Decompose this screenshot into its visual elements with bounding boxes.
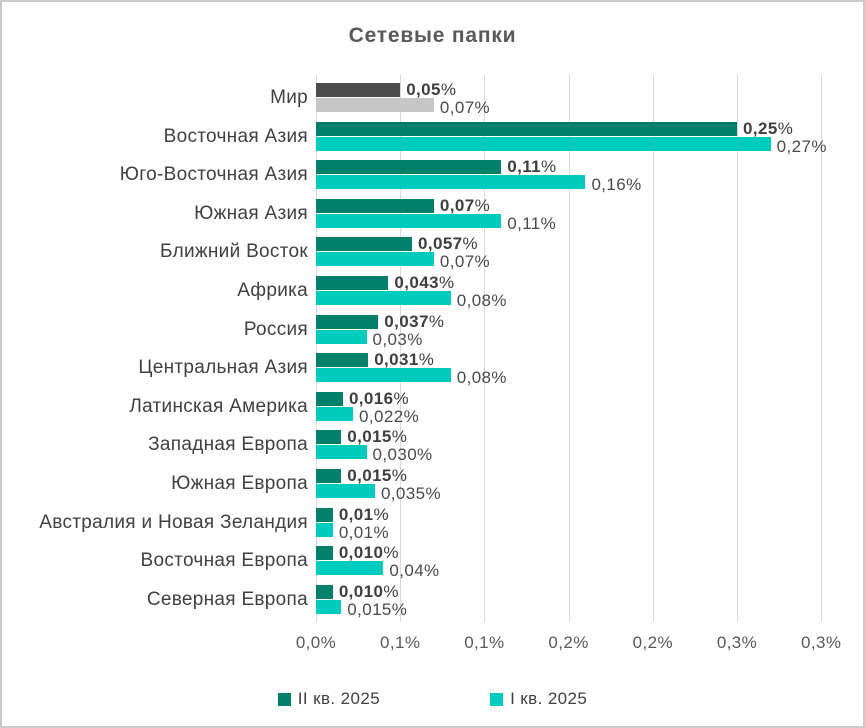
- gridline: [484, 75, 486, 622]
- value-label-q1: 0,04%: [389, 561, 440, 581]
- category-label: Южная Азия: [194, 202, 308, 224]
- value-label-q1: 0,01%: [338, 522, 390, 542]
- category-label: Мир: [270, 87, 308, 108]
- bar-q1-11: [316, 522, 333, 537]
- bar-q2-4: [316, 237, 412, 252]
- bar-q2-3: [316, 198, 434, 213]
- legend-item-q2-2025: II кв. 2025: [277, 689, 381, 709]
- value-label-q2: 0,11%: [507, 157, 557, 177]
- category-label: Центральная Азия: [138, 357, 308, 379]
- bar-q2-1: [316, 121, 737, 136]
- value-label-q1: 0,015%: [347, 599, 408, 619]
- value-label-q2: 0,07%: [439, 195, 491, 215]
- category-label: Восточная Азия: [163, 125, 308, 147]
- chart-title: Сетевые папки: [348, 24, 517, 47]
- value-label-q2: 0,010%: [338, 581, 399, 601]
- bar-q2-9: [316, 430, 342, 445]
- gridline: [737, 75, 738, 622]
- bar-q1-8: [316, 406, 354, 421]
- x-axis-tick-label: 0,0%: [295, 633, 337, 652]
- bar-q1-9: [316, 445, 367, 460]
- bar-q1-4: [316, 252, 434, 267]
- category-label: Западная Европа: [148, 434, 308, 456]
- value-label-q2: 0,037%: [384, 311, 445, 331]
- gridline: [821, 75, 823, 622]
- legend-item-q1-2025: I кв. 2025: [490, 689, 587, 709]
- value-label-q1: 0,27%: [776, 136, 827, 156]
- x-axis-tick-label: 0,2%: [548, 633, 589, 652]
- value-label-q2: 0,05%: [406, 80, 457, 99]
- value-label-q2: 0,043%: [394, 273, 455, 292]
- value-label-q1: 0,07%: [439, 98, 491, 117]
- value-label-q2: 0,25%: [743, 118, 794, 138]
- value-label-q2: 0,031%: [374, 350, 435, 370]
- bar-q2-8: [316, 391, 343, 406]
- x-axis-tick-label: 0,3%: [716, 633, 758, 652]
- value-label-q2: 0,016%: [348, 388, 410, 408]
- category-label: Южная Европа: [171, 473, 308, 494]
- legend-swatch-icon: [490, 692, 504, 706]
- bar-q2-7: [316, 353, 369, 368]
- bar-q1-13: [316, 599, 342, 614]
- value-label-q1: 0,11%: [507, 213, 557, 233]
- legend-swatch-icon: [277, 692, 291, 706]
- value-label-q2: 0,010%: [338, 543, 399, 563]
- value-label-q1: 0,035%: [380, 484, 441, 503]
- value-label-q1: 0,08%: [456, 291, 507, 310]
- x-axis-tick-label: 0,2%: [632, 633, 673, 652]
- bar-q1-3: [316, 213, 502, 228]
- value-label-q1: 0,03%: [372, 329, 423, 349]
- bar-q2-10: [316, 469, 342, 483]
- value-label-q1: 0,16%: [591, 175, 642, 195]
- x-axis-tick-label: 0,3%: [801, 633, 842, 652]
- bar-q2-0: [316, 83, 401, 97]
- x-axis-tick-label: 0,1%: [464, 633, 505, 652]
- category-label: Северная Европа: [146, 588, 308, 610]
- bar-q1-1: [316, 136, 771, 151]
- plot-area: [316, 75, 823, 622]
- gridline: [316, 75, 317, 622]
- bar-q1-12: [316, 561, 384, 576]
- value-label-q2: 0,057%: [417, 234, 479, 254]
- bar-q1-6: [316, 329, 367, 344]
- gridline: [568, 75, 570, 622]
- value-label-q1: 0,08%: [456, 368, 507, 388]
- bar-q2-13: [316, 584, 333, 599]
- value-label-q1: 0,07%: [439, 252, 491, 272]
- bar-q2-2: [316, 160, 502, 175]
- category-label: Латинская Америка: [129, 395, 308, 417]
- value-label-q1: 0,030%: [372, 445, 433, 465]
- bar-q1-0: [316, 98, 434, 112]
- category-label: Россия: [243, 318, 308, 340]
- bar-q2-5: [316, 276, 389, 290]
- bar-q1-5: [316, 291, 451, 305]
- gridline: [400, 75, 402, 622]
- category-label: Австралия и Новая Зеландия: [39, 511, 308, 533]
- gridline: [652, 75, 654, 622]
- legend: II кв. 2025 I кв. 2025: [2, 689, 863, 709]
- x-axis-tick-label: 0,1%: [380, 633, 421, 652]
- bar-q1-2: [316, 175, 586, 190]
- value-label-q2: 0,015%: [347, 466, 408, 485]
- legend-label: II кв. 2025: [297, 689, 381, 708]
- bar-q2-11: [316, 507, 333, 522]
- category-label: Ближний Восток: [160, 241, 308, 263]
- legend-label: I кв. 2025: [510, 689, 588, 708]
- category-label: Африка: [237, 280, 308, 301]
- value-label-q1: 0,022%: [359, 406, 420, 426]
- bar-q2-12: [316, 546, 333, 561]
- category-label: Юго-Восточная Азия: [119, 164, 308, 186]
- value-label-q2: 0,015%: [347, 427, 408, 447]
- bar-q2-6: [316, 314, 379, 329]
- category-label: Восточная Европа: [140, 550, 308, 572]
- bar-q1-10: [316, 484, 375, 498]
- bar-q1-7: [316, 368, 451, 383]
- value-label-q2: 0,01%: [338, 504, 390, 524]
